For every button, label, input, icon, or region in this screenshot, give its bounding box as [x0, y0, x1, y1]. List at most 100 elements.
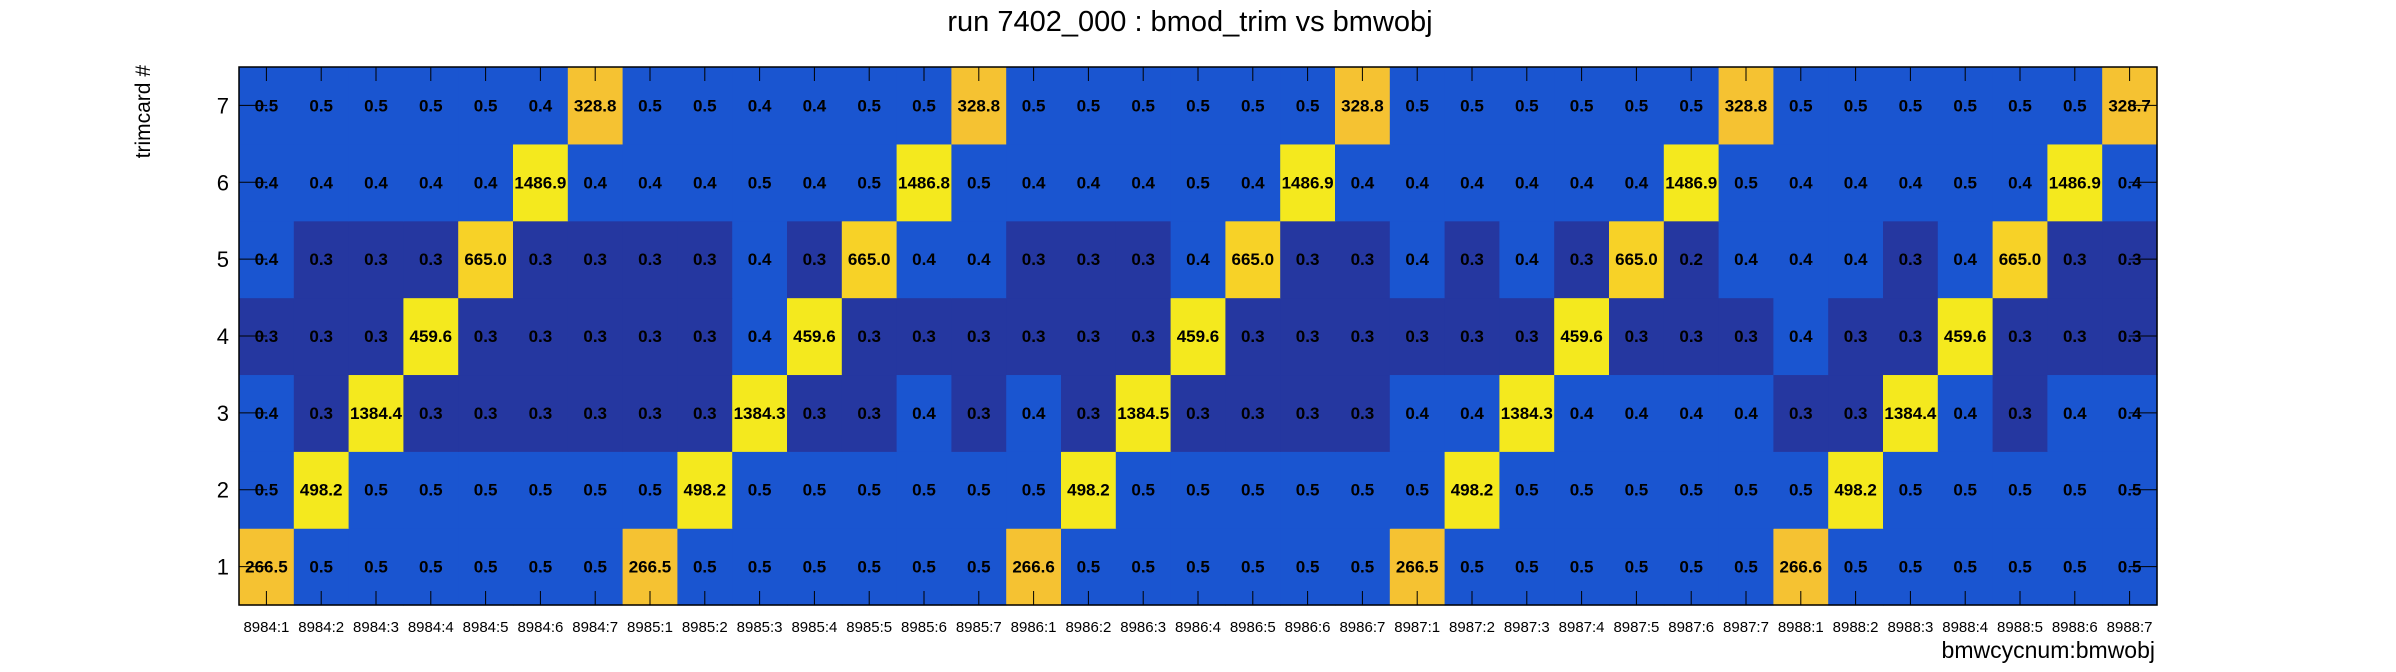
- heatmap-cell: [1389, 220, 1446, 299]
- cell-value-label: 328.8: [574, 96, 617, 115]
- cell-value-label: 0.5: [1734, 173, 1758, 192]
- heatmap-cell: [896, 220, 952, 299]
- heatmap-cell: [787, 297, 843, 376]
- cell-value-label: 0.5: [857, 96, 881, 115]
- heatmap-cell: [513, 451, 569, 529]
- cell-value-label: 0.3: [1899, 327, 1923, 346]
- heatmap-cell: [1609, 297, 1665, 376]
- cell-value-label: 0.5: [1899, 481, 1923, 500]
- heatmap-cell: [951, 220, 1007, 299]
- heatmap-cell: [1609, 143, 1665, 222]
- heatmap-cell: [1335, 374, 1391, 452]
- cell-value-label: 0.4: [1844, 173, 1868, 192]
- cell-value-label: 0.5: [583, 481, 607, 500]
- heatmap-cell: [1335, 220, 1391, 299]
- cell-value-label: 0.4: [1405, 404, 1429, 423]
- heatmap-cell: [1389, 143, 1446, 222]
- heatmap-cell: [1992, 143, 2048, 222]
- x-tick-label: 8987:5: [1613, 619, 1659, 636]
- heatmap-cell: [787, 451, 843, 529]
- heatmap-cell: [1280, 297, 1336, 376]
- heatmap-cell: [513, 374, 569, 452]
- heatmap-cell: [622, 451, 678, 529]
- heatmap-cell: [458, 143, 514, 222]
- x-tick-label: 8988:3: [1887, 619, 1933, 636]
- heatmap-cell: [1280, 143, 1336, 222]
- cell-value-label: 0.3: [967, 404, 991, 423]
- heatmap-cell: [1225, 451, 1281, 529]
- heatmap-cell: [293, 220, 350, 299]
- cell-value-label: 0.4: [1022, 404, 1046, 423]
- heatmap-cell: [951, 451, 1007, 529]
- cell-value-label: 0.4: [583, 173, 607, 192]
- cell-value-label: 498.2: [1834, 481, 1877, 500]
- cell-value-label: 0.5: [1899, 96, 1923, 115]
- heatmap-cell: [896, 143, 952, 222]
- cell-value-label: 0.5: [1077, 558, 1101, 577]
- heatmap-cell: [841, 220, 898, 299]
- heatmap-cell: [293, 143, 350, 222]
- heatmap-cell: [513, 220, 569, 299]
- y-tick-label: 7: [217, 93, 229, 118]
- cell-value-label: 0.5: [1077, 96, 1101, 115]
- cell-value-label: 0.5: [1570, 481, 1594, 500]
- cell-value-label: 0.4: [1405, 173, 1429, 192]
- x-tick-label: 8986:3: [1120, 619, 1166, 636]
- heatmap-cell: [1992, 374, 2048, 452]
- cell-value-label: 0.3: [1460, 327, 1484, 346]
- cell-value-label: 0.3: [1131, 327, 1155, 346]
- heatmap-cell: [1335, 143, 1391, 222]
- cell-value-label: 0.5: [1241, 558, 1265, 577]
- cell-value-label: 0.3: [1351, 327, 1375, 346]
- y-axis-label: trimcard #: [132, 65, 155, 159]
- cell-value-label: 0.3: [1296, 327, 1320, 346]
- cell-value-label: 1384.4: [1884, 404, 1937, 423]
- cell-value-label: 0.3: [912, 327, 936, 346]
- heatmap-cell: [896, 374, 952, 452]
- cell-value-label: 0.5: [1131, 481, 1155, 500]
- cell-value-label: 1384.5: [1117, 404, 1169, 423]
- y-tick-label: 3: [217, 401, 229, 426]
- x-tick-label: 8988:7: [2107, 619, 2153, 636]
- cell-value-label: 0.5: [2008, 481, 2032, 500]
- cell-value-label: 665.0: [1615, 250, 1658, 269]
- x-tick-label: 8988:5: [1997, 619, 2043, 636]
- heatmap-cell: [403, 451, 459, 529]
- cell-value-label: 0.5: [1131, 96, 1155, 115]
- heatmap-cell: [677, 143, 733, 222]
- cell-value-label: 0.3: [2008, 327, 2032, 346]
- cell-value-label: 498.2: [1451, 481, 1494, 500]
- cell-value-label: 0.5: [912, 481, 936, 500]
- cell-value-label: 0.4: [1022, 173, 1046, 192]
- heatmap-cell: [1609, 451, 1665, 529]
- heatmap-cell: [1663, 297, 1720, 376]
- cell-value-label: 0.4: [693, 173, 717, 192]
- cell-value-label: 0.3: [1844, 404, 1868, 423]
- heatmap-cell: [1061, 374, 1117, 452]
- cell-value-label: 0.3: [1186, 404, 1210, 423]
- heatmap-cell: [348, 220, 404, 299]
- cell-value-label: 0.3: [309, 250, 333, 269]
- heatmap-cell: [787, 374, 843, 452]
- heatmap-cell: [1499, 143, 1555, 222]
- cell-value-label: 0.3: [1844, 327, 1868, 346]
- cell-value-label: 0.3: [583, 404, 607, 423]
- x-tick-label: 8984:6: [517, 619, 563, 636]
- y-tick-label: 4: [217, 324, 229, 349]
- cell-value-label: 0.5: [1296, 481, 1320, 500]
- heatmap-cell: [567, 451, 624, 529]
- cell-value-label: 0.3: [583, 250, 607, 269]
- cell-value-label: 0.5: [1625, 558, 1649, 577]
- heatmap-cell-labels: 266.5 0.5 0.5 0.5 0.5 0.5 0.5 266.5 0.5 0.5 0.5 0.5…: [245, 96, 2151, 576]
- heatmap-cell: [787, 143, 843, 222]
- cell-value-label: 0.3: [857, 327, 881, 346]
- x-tick-label: 8985:7: [956, 619, 1002, 636]
- heatmap-cell: [567, 220, 624, 299]
- heatmap-cell: [348, 451, 404, 529]
- cell-value-label: 0.5: [857, 558, 881, 577]
- heatmap-cell: [1554, 374, 1610, 452]
- cell-value-label: 0.3: [693, 404, 717, 423]
- cell-value-label: 0.5: [1844, 558, 1868, 577]
- cell-value-label: 0.3: [803, 404, 827, 423]
- cell-value-label: 0.5: [693, 558, 717, 577]
